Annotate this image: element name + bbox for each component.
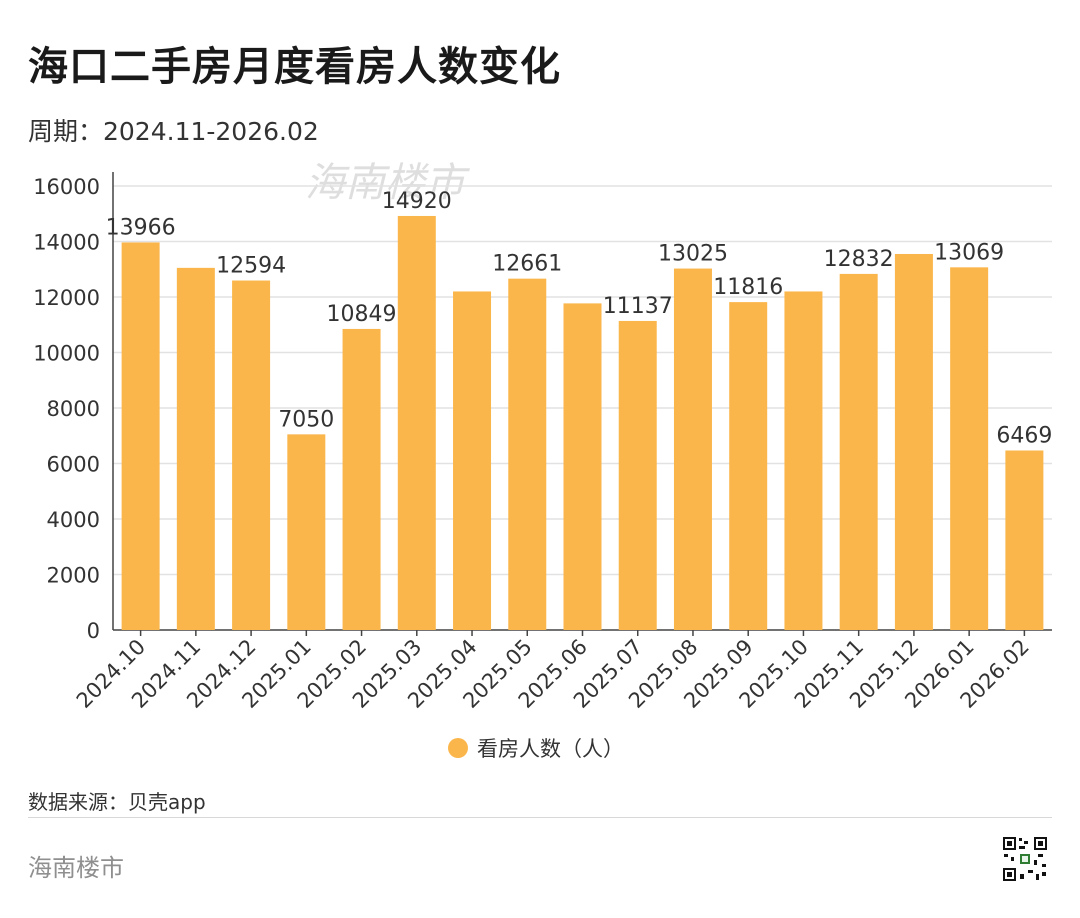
bar [673, 268, 712, 630]
data-label: 11137 [603, 294, 673, 319]
watermark: 海南楼市 [305, 160, 465, 206]
source-note: 数据来源：贝壳app [28, 790, 206, 814]
bar [784, 291, 823, 630]
bar [453, 291, 492, 630]
data-label: 10849 [327, 302, 397, 327]
y-tick-label: 12000 [33, 286, 100, 310]
bar [342, 328, 381, 630]
bar [508, 278, 547, 630]
y-tick-label: 6000 [47, 453, 100, 477]
legend-label: 看房人数（人） [477, 737, 624, 761]
data-label: 6469 [996, 423, 1052, 448]
data-label: 11816 [713, 275, 783, 300]
bar [839, 273, 878, 630]
y-tick-label: 8000 [47, 397, 100, 421]
y-tick-label: 10000 [33, 342, 100, 366]
data-label: 12661 [492, 252, 562, 277]
y-tick-label: 0 [87, 619, 100, 643]
data-label: 13966 [106, 215, 176, 240]
y-tick-label: 4000 [47, 508, 100, 532]
legend-swatch [448, 738, 468, 758]
bar [397, 215, 436, 630]
period-label: 周期：2024.11-2026.02 [28, 117, 319, 146]
bar [121, 242, 160, 631]
bar [1005, 450, 1044, 630]
data-label: 14920 [382, 189, 452, 214]
data-label: 12832 [824, 247, 894, 272]
data-label: 12594 [216, 254, 286, 279]
bar [618, 320, 657, 630]
y-tick-label: 14000 [33, 231, 100, 255]
bar [894, 253, 933, 631]
chart-title: 海口二手房月度看房人数变化 [28, 44, 561, 90]
brand-name: 海南楼市 [28, 854, 124, 882]
bar [563, 303, 602, 630]
bar [729, 302, 768, 630]
bar [287, 434, 326, 630]
qr-code-icon [1002, 836, 1048, 882]
bar [950, 267, 989, 630]
y-tick-label: 2000 [47, 564, 100, 588]
bar [176, 267, 215, 630]
bar-chart: 0200040006000800010000120001400016000202… [33, 172, 1052, 761]
y-tick-label: 16000 [33, 175, 100, 199]
data-label: 13069 [934, 240, 1004, 265]
divider [28, 817, 1052, 818]
data-label: 7050 [278, 407, 334, 432]
bar [232, 280, 271, 630]
data-label: 13025 [658, 242, 728, 267]
